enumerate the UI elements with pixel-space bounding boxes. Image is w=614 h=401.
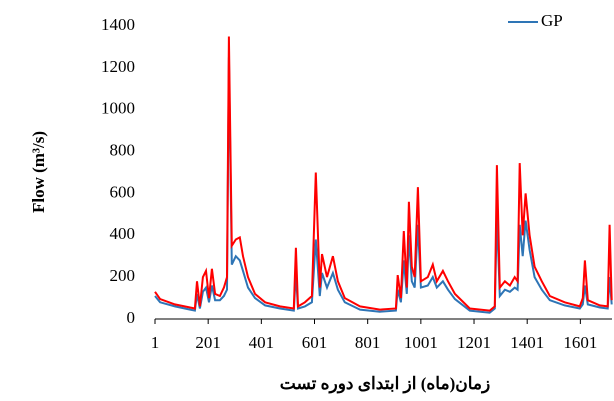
x-tick-label: 1001 — [404, 333, 438, 352]
x-tick-label: 601 — [302, 333, 328, 352]
series-line — [154, 57, 613, 314]
x-tick-label: 1 — [151, 333, 160, 352]
y-tick-label: 1000 — [101, 99, 135, 118]
x-tick-label: 801 — [355, 333, 381, 352]
y-tick-label: 200 — [110, 266, 136, 285]
y-tick-label: 400 — [110, 224, 136, 243]
y-tick-label: 1400 — [101, 15, 135, 34]
y-axis-title: Flow (m³/s) — [29, 131, 48, 213]
x-tick-label: 401 — [249, 333, 275, 352]
series-line — [154, 36, 613, 312]
y-tick-label: 0 — [127, 308, 136, 327]
y-tick-label: 800 — [110, 140, 136, 159]
x-tick-label: 201 — [195, 333, 221, 352]
y-tick-label: 600 — [110, 182, 136, 201]
x-tick-label: 1201 — [457, 333, 491, 352]
x-tick-label: 1601 — [563, 333, 597, 352]
legend-label: GP — [541, 11, 563, 30]
x-tick-label: 1401 — [510, 333, 544, 352]
y-tick-label: 1200 — [101, 57, 135, 76]
x-axis-title: زمان(ماه) از ابتدای دوره تست — [280, 374, 490, 394]
